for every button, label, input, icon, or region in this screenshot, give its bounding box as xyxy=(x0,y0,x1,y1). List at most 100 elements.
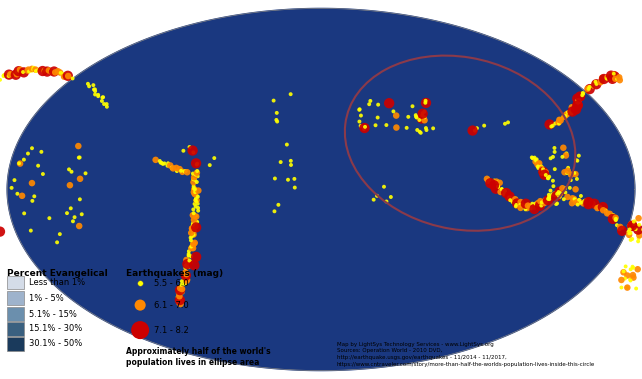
Point xyxy=(190,197,200,204)
Point xyxy=(569,196,580,202)
Point xyxy=(547,191,557,197)
Point xyxy=(633,227,642,233)
Point xyxy=(90,91,100,97)
Point xyxy=(188,176,198,182)
Point xyxy=(189,232,199,238)
Bar xyxy=(7,276,24,289)
Point xyxy=(182,277,192,283)
Point xyxy=(75,176,85,182)
Point xyxy=(269,208,279,215)
Point xyxy=(541,197,551,203)
Point xyxy=(286,91,296,97)
Point xyxy=(290,176,300,182)
Point xyxy=(188,149,198,155)
Point xyxy=(576,200,586,206)
Point xyxy=(63,73,73,79)
Point xyxy=(610,76,620,82)
Point xyxy=(580,200,591,207)
Point xyxy=(13,68,24,74)
Point xyxy=(499,191,510,197)
Point xyxy=(546,188,556,194)
Point xyxy=(574,199,584,205)
Point xyxy=(193,173,203,179)
Point xyxy=(587,199,597,205)
Point xyxy=(84,83,94,89)
Point xyxy=(192,193,202,199)
Point xyxy=(175,297,185,303)
Point xyxy=(525,204,535,210)
Point xyxy=(19,157,29,163)
Point xyxy=(364,101,374,107)
Point xyxy=(554,190,564,196)
Point xyxy=(567,200,577,206)
Point xyxy=(616,285,627,291)
Text: Earthquakes (mag): Earthquakes (mag) xyxy=(126,269,223,278)
Point xyxy=(412,127,422,133)
Point xyxy=(567,104,577,110)
Point xyxy=(557,115,567,121)
Point xyxy=(534,165,544,171)
Point xyxy=(543,196,553,202)
Point xyxy=(365,98,376,104)
Point xyxy=(360,125,370,131)
Point xyxy=(577,92,587,98)
Point xyxy=(193,200,203,207)
Point xyxy=(611,215,621,221)
Point xyxy=(47,69,57,75)
Point xyxy=(541,172,551,179)
Point xyxy=(533,200,543,206)
Text: Approximately half of the world's
population lives in ellipse area: Approximately half of the world's popula… xyxy=(126,347,270,366)
Point xyxy=(535,168,546,174)
Point xyxy=(507,197,517,203)
Point xyxy=(187,222,198,228)
Point xyxy=(184,144,195,150)
Point xyxy=(179,168,189,174)
Point xyxy=(175,293,185,299)
Point xyxy=(28,66,39,72)
Point xyxy=(191,219,201,226)
Point xyxy=(570,197,580,203)
Point xyxy=(555,190,566,196)
Point xyxy=(359,126,369,132)
Point xyxy=(554,116,564,122)
Point xyxy=(167,164,177,171)
Point xyxy=(595,79,605,85)
Point xyxy=(191,160,201,166)
Point xyxy=(74,196,85,202)
Point xyxy=(192,179,202,185)
Point xyxy=(629,275,639,281)
Point xyxy=(597,79,607,85)
Bar xyxy=(7,307,24,321)
Point xyxy=(569,198,580,204)
Point xyxy=(49,69,59,75)
Point xyxy=(630,226,641,232)
Point xyxy=(572,176,582,182)
Point xyxy=(421,100,431,106)
Point xyxy=(189,232,199,238)
Point xyxy=(534,160,544,166)
Point xyxy=(354,106,365,112)
Point xyxy=(627,264,638,270)
Point xyxy=(176,289,186,295)
Point xyxy=(421,100,431,106)
Point xyxy=(582,86,593,92)
Point xyxy=(53,68,63,74)
Point xyxy=(417,116,427,122)
Point xyxy=(421,98,431,104)
Point xyxy=(621,263,631,269)
Point xyxy=(191,254,202,260)
Point xyxy=(561,150,571,157)
Point xyxy=(188,243,198,249)
Point xyxy=(187,226,197,232)
Point xyxy=(552,191,562,197)
Point xyxy=(496,189,506,195)
Point xyxy=(550,145,560,151)
Point xyxy=(632,266,642,272)
Text: 7.1 - 8.2: 7.1 - 8.2 xyxy=(155,326,189,335)
Point xyxy=(634,215,642,221)
Point xyxy=(411,114,421,120)
Point xyxy=(548,183,559,189)
Point xyxy=(571,199,582,205)
Point xyxy=(591,79,601,85)
Point xyxy=(614,226,625,232)
